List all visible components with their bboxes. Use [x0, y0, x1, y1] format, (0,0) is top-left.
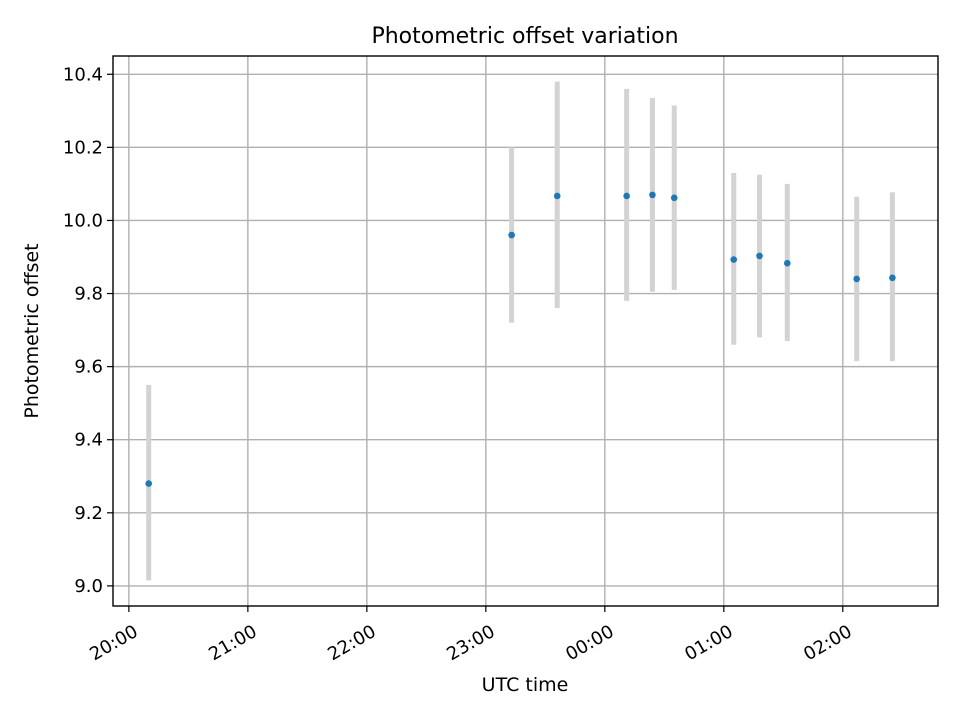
plot-frame: [112, 55, 939, 607]
y-tick-label: 9.8: [74, 284, 103, 305]
x-tick-label: 20:00: [86, 621, 141, 665]
data-point: [553, 192, 561, 200]
data-point: [145, 480, 152, 487]
x-tick-label: 23:00: [443, 621, 498, 665]
error-bars: [146, 81, 895, 581]
y-tick-label: 9.4: [74, 430, 103, 451]
y-tick-label: 9.6: [74, 357, 103, 378]
data-point: [783, 259, 791, 267]
data-point: [623, 192, 630, 200]
x-tick-label: 00:00: [562, 621, 617, 665]
data-point: [853, 275, 860, 283]
chart-title: Photometric offset variation: [371, 24, 678, 49]
x-axis-ticks: 20:00 21:00 22:00 23:00 00:00 01:00 02:00: [86, 606, 856, 665]
data-point: [756, 252, 763, 260]
y-tick-label: 10.2: [63, 137, 103, 158]
data-point: [649, 191, 656, 199]
y-axis-ticks: 9.0 9.2 9.4 9.6 9.8 10.0 10.2 10.4: [63, 64, 113, 597]
grid: [113, 56, 938, 606]
x-tick-label: 02:00: [800, 621, 855, 665]
data-point: [889, 274, 896, 282]
y-tick-label: 9.2: [74, 503, 103, 524]
y-tick-label: 9.0: [74, 576, 103, 597]
data-point: [730, 256, 738, 263]
y-axis-label: Photometric offset: [21, 243, 43, 418]
y-tick-label: 10.0: [63, 210, 103, 231]
x-tick-label: 22:00: [324, 621, 379, 665]
x-tick-label: 21:00: [205, 621, 260, 665]
data-point: [508, 231, 515, 239]
data-point: [670, 194, 678, 202]
x-axis-label: UTC time: [482, 674, 569, 696]
y-tick-label: 10.4: [63, 64, 103, 85]
x-tick-label: 01:00: [681, 621, 736, 665]
data-points: [145, 191, 896, 487]
